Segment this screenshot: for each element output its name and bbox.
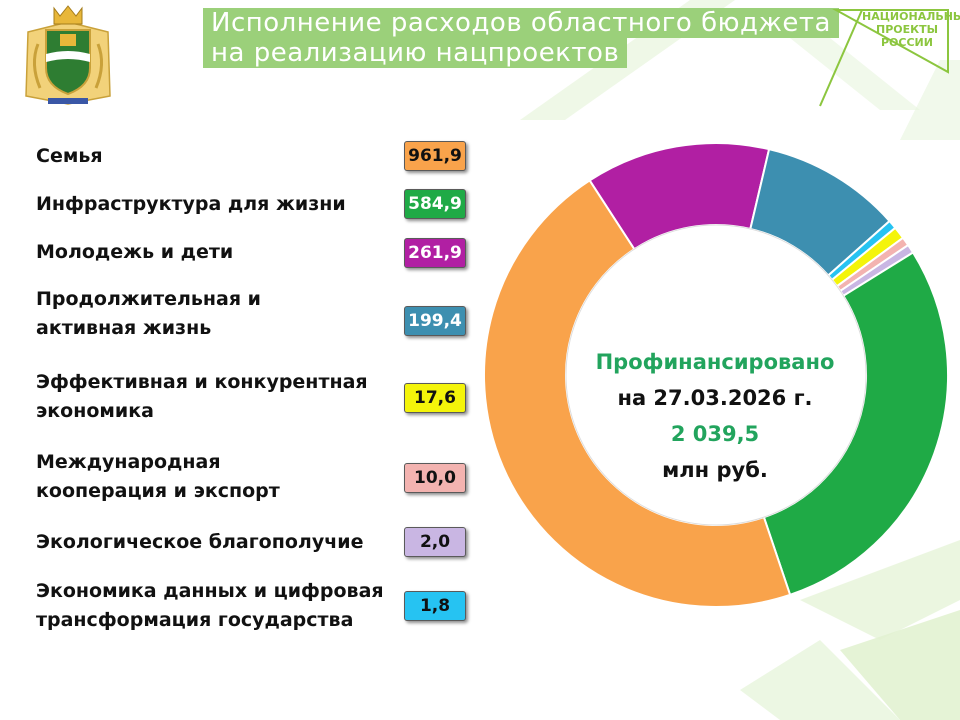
value-box-ecology: 2,0 [404,527,466,557]
center-unit: млн руб. [662,458,768,482]
coat-of-arms-icon [25,5,111,105]
category-label-family: Семья [36,145,103,167]
donut-hole [565,224,867,526]
value-box-economy: 17,6 [404,383,466,413]
national-projects-logo-icon [819,9,949,107]
value-box-youth: 261,9 [404,238,466,268]
value-box-digital: 1,8 [404,591,466,621]
center-total: 2 039,5 [670,422,760,446]
category-label-infrastructure: Инфраструктура для жизни [36,193,346,215]
logo-text-3: РОССИИ [881,36,933,49]
value-box-family: 961,9 [404,141,466,171]
title-line-1: Исполнение расходов областного бюджета [203,8,839,38]
category-label-youth: Молодежь и дети [36,241,234,263]
category-label-digital: Экономика данных и цифровая трансформаци… [36,580,384,631]
value-box-active-life: 199,4 [404,306,466,336]
center-financed-label: Профинансировано [595,350,835,374]
category-label-economy: Эффективная и конкурентная экономика [36,371,368,422]
donut-chart [483,142,949,609]
value-box-infrastructure: 584,9 [404,189,466,219]
value-box-cooperation: 10,0 [404,463,466,493]
category-label-ecology: Экологическое благополучие [36,531,364,553]
logo-text-2: ПРОЕКТЫ [875,23,939,36]
logo-text-1: НАЦИОНАЛЬНЫЕ [862,10,960,23]
title-line-2: на реализацию нацпроектов [203,38,628,68]
center-date: на 27.03.2026 г. [617,386,813,410]
category-label-active-life: Продолжительная и активная жизнь [36,288,261,339]
category-label-cooperation: Международная кооперация и экспорт [36,451,280,502]
